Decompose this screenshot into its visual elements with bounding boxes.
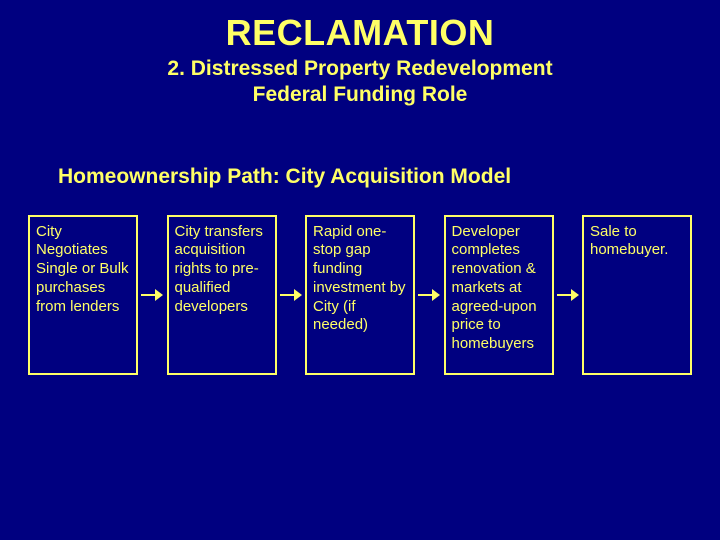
path-heading: Homeownership Path: City Acquisition Mod… <box>58 165 692 189</box>
flowchart: City Negotiates Single or Bulk purchases… <box>28 215 692 375</box>
arrow-icon <box>141 215 163 375</box>
flow-step: City transfers acquisition rights to pre… <box>167 215 277 375</box>
flow-step: City Negotiates Single or Bulk purchases… <box>28 215 138 375</box>
subtitle-line-1: 2. Distressed Property Redevelopment <box>28 56 692 82</box>
slide-title: RECLAMATION <box>28 12 692 54</box>
slide: RECLAMATION 2. Distressed Property Redev… <box>0 0 720 540</box>
arrow-icon <box>418 215 440 375</box>
arrow-icon <box>280 215 302 375</box>
flow-step: Developer completes renovation & markets… <box>444 215 554 375</box>
subtitle-line-2: Federal Funding Role <box>28 82 692 108</box>
arrow-icon <box>557 215 579 375</box>
slide-subtitle: 2. Distressed Property Redevelopment Fed… <box>28 56 692 109</box>
flow-step: Rapid one-stop gap funding investment by… <box>305 215 415 375</box>
flow-step: Sale to homebuyer. <box>582 215 692 375</box>
